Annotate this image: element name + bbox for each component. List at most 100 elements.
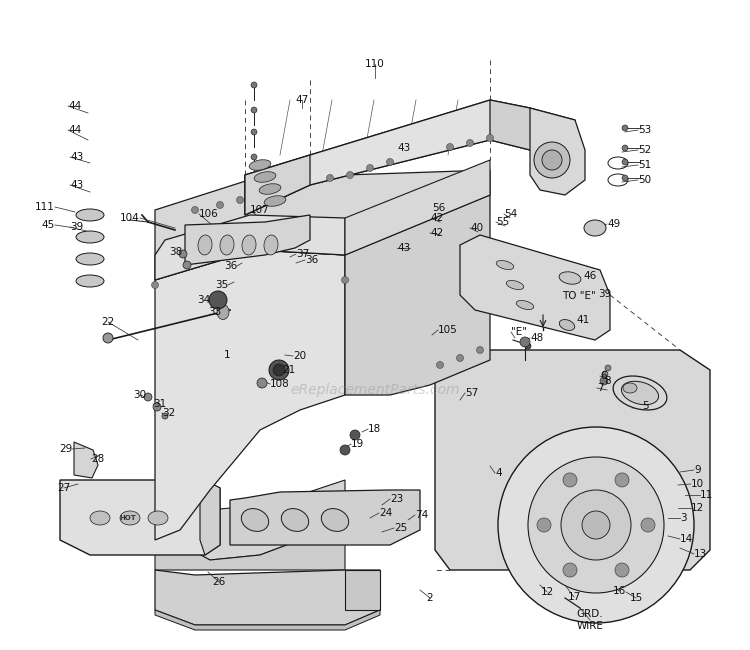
Polygon shape: [345, 160, 490, 255]
Circle shape: [563, 563, 577, 577]
Circle shape: [152, 281, 158, 289]
Ellipse shape: [260, 184, 280, 194]
Text: GRD.
WIRE: GRD. WIRE: [577, 609, 604, 630]
Text: 7: 7: [597, 383, 604, 393]
Polygon shape: [345, 570, 380, 610]
Circle shape: [622, 159, 628, 165]
Ellipse shape: [622, 382, 658, 405]
Ellipse shape: [76, 209, 104, 221]
Text: 20: 20: [293, 351, 306, 361]
Circle shape: [525, 343, 531, 349]
Ellipse shape: [623, 383, 637, 393]
Circle shape: [582, 511, 610, 539]
Polygon shape: [155, 480, 345, 560]
Polygon shape: [155, 530, 345, 570]
Circle shape: [251, 82, 257, 88]
Circle shape: [386, 159, 394, 166]
Text: 1: 1: [224, 350, 230, 360]
Circle shape: [602, 371, 608, 377]
Text: eReplacementParts.com: eReplacementParts.com: [290, 383, 460, 397]
Text: 27: 27: [57, 483, 70, 493]
Polygon shape: [530, 108, 585, 195]
Text: 44: 44: [68, 101, 81, 111]
Circle shape: [476, 346, 484, 354]
Text: 42: 42: [430, 228, 443, 238]
Circle shape: [191, 207, 199, 213]
Circle shape: [528, 457, 664, 593]
Circle shape: [162, 413, 168, 419]
Text: 24: 24: [379, 508, 392, 518]
Circle shape: [350, 430, 360, 440]
Text: 51: 51: [638, 160, 651, 170]
Circle shape: [269, 360, 289, 380]
Text: 57: 57: [465, 388, 478, 398]
Polygon shape: [245, 155, 310, 215]
Text: 6: 6: [600, 371, 607, 381]
Text: 47: 47: [296, 95, 309, 105]
Text: 23: 23: [390, 494, 404, 504]
Polygon shape: [245, 100, 530, 215]
Polygon shape: [490, 100, 575, 165]
Circle shape: [436, 361, 443, 369]
Circle shape: [615, 473, 629, 487]
Text: 104: 104: [120, 213, 140, 223]
Text: 5: 5: [642, 401, 649, 411]
Circle shape: [563, 473, 577, 487]
Ellipse shape: [90, 511, 110, 525]
Circle shape: [498, 427, 694, 623]
Polygon shape: [60, 480, 220, 555]
Text: 36: 36: [305, 255, 318, 265]
Polygon shape: [345, 195, 490, 395]
Circle shape: [217, 202, 223, 209]
Polygon shape: [435, 350, 710, 570]
Text: 49: 49: [607, 219, 620, 229]
Text: 43: 43: [397, 243, 410, 253]
Ellipse shape: [584, 220, 606, 236]
Circle shape: [236, 196, 244, 203]
Text: 2: 2: [427, 593, 433, 603]
Text: 10: 10: [691, 479, 704, 489]
Text: 17: 17: [567, 592, 580, 602]
Circle shape: [537, 518, 551, 532]
Text: 53: 53: [638, 125, 651, 135]
Ellipse shape: [220, 235, 234, 255]
Text: 14: 14: [680, 534, 693, 544]
Text: 36: 36: [224, 261, 237, 271]
Ellipse shape: [321, 508, 349, 532]
Circle shape: [144, 393, 152, 401]
Text: 21: 21: [282, 365, 296, 375]
Text: 44: 44: [68, 125, 81, 135]
Text: 37: 37: [296, 249, 309, 259]
Circle shape: [326, 174, 334, 181]
Text: 28: 28: [91, 454, 104, 464]
Text: 25: 25: [394, 523, 407, 533]
Text: 54: 54: [504, 209, 518, 219]
Text: 52: 52: [638, 145, 651, 155]
Circle shape: [153, 403, 161, 411]
Text: 15: 15: [629, 593, 643, 603]
Text: 105: 105: [438, 325, 458, 335]
Circle shape: [520, 337, 530, 347]
Circle shape: [457, 354, 464, 361]
Text: 26: 26: [212, 577, 226, 587]
Ellipse shape: [264, 196, 286, 206]
Ellipse shape: [148, 511, 168, 525]
Circle shape: [367, 164, 374, 172]
Circle shape: [341, 276, 349, 283]
Ellipse shape: [120, 511, 140, 525]
Ellipse shape: [76, 253, 104, 265]
Text: 11: 11: [700, 490, 713, 500]
Text: 111: 111: [35, 202, 55, 212]
Circle shape: [251, 129, 257, 135]
Polygon shape: [155, 170, 490, 280]
Circle shape: [605, 365, 611, 371]
Text: 8: 8: [604, 376, 610, 386]
Ellipse shape: [560, 320, 574, 330]
Text: 48: 48: [530, 333, 543, 343]
Text: 34: 34: [196, 295, 210, 305]
Polygon shape: [155, 215, 345, 280]
Text: HOT: HOT: [120, 515, 136, 521]
Circle shape: [561, 490, 631, 560]
Circle shape: [251, 107, 257, 113]
Circle shape: [273, 364, 285, 376]
